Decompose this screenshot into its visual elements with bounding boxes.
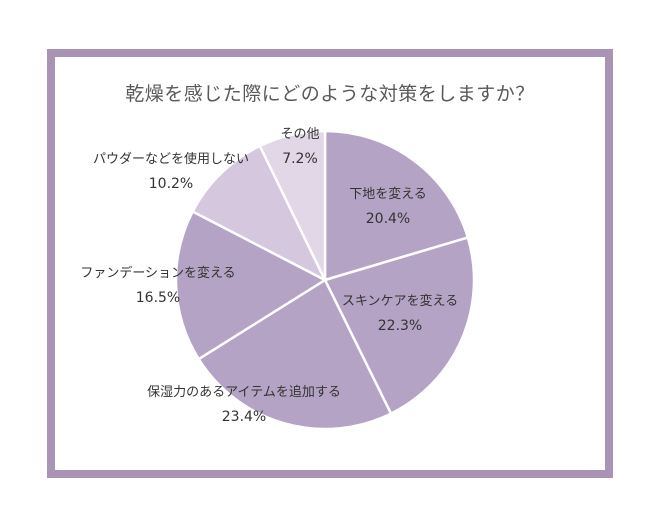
slice-label: スキンケアを変える [342,293,458,309]
slice-label: 下地を変える [349,186,427,202]
slice-value-label: 16.5% [136,290,180,306]
slice-label: その他 [280,127,319,142]
pie-slice [174,210,327,361]
chart-title: 乾燥を感じた際にどのような対策をしますか？ [125,83,535,105]
slice-label: パウダーなどを使用しない [93,151,249,167]
pie-slice [197,278,393,431]
pie-slice [258,129,327,282]
slice-label: 保湿力のあるアイテムを追加する [147,384,341,400]
slice-value-label: 23.4% [222,409,266,425]
pie-slice [323,236,476,415]
pie-slice [323,129,470,282]
slice-value-label: 22.3% [378,318,422,334]
slice-value-label: 10.2% [149,176,193,192]
slice-value-label: 20.4% [366,211,410,227]
pie-slice [191,144,327,282]
slice-value-label: 7.2% [282,151,318,167]
slice-label: ファンデーションを変える [80,265,235,281]
